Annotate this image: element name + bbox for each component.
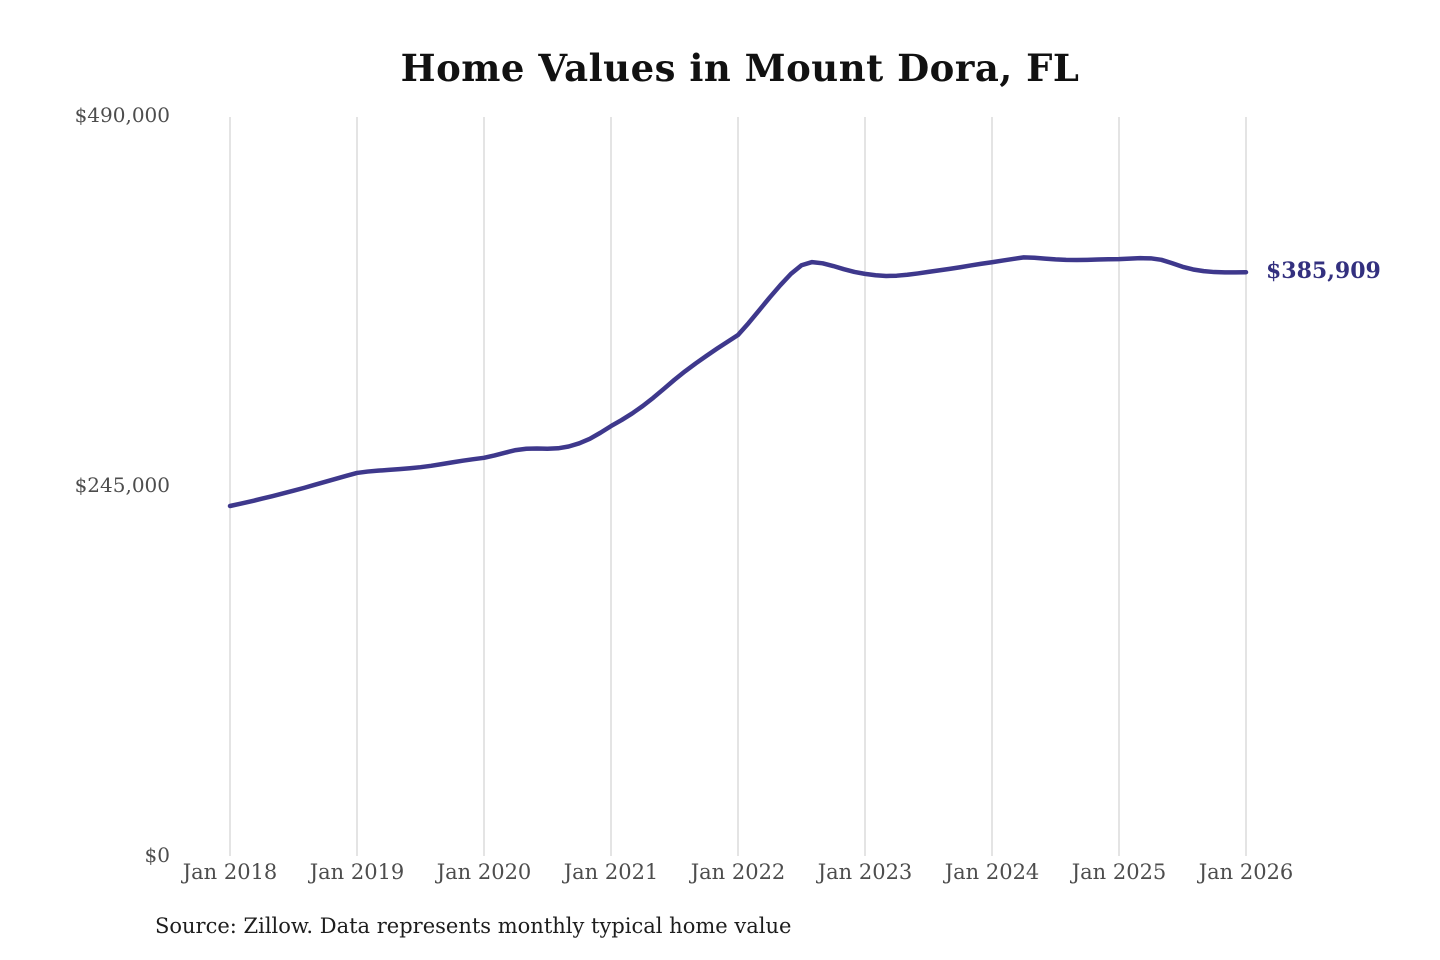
- source-attribution-note: Source: Zillow. Data represents monthly …: [155, 914, 792, 938]
- x-axis-tick-label: Jan 2022: [690, 860, 786, 884]
- y-axis-tick-label: $245,000: [74, 473, 170, 497]
- x-axis-tick-label: Jan 2018: [182, 860, 278, 884]
- x-axis-tick-label: Jan 2019: [309, 860, 405, 884]
- home-value-line-series: [227, 255, 1249, 509]
- x-axis-tick-label: Jan 2026: [1198, 860, 1294, 884]
- x-axis-tick-label: Jan 2021: [563, 860, 659, 884]
- x-axis-tick-label: Jan 2025: [1071, 860, 1167, 884]
- series-end-value-label: $385,909: [1266, 258, 1381, 285]
- x-axis-tick-label: Jan 2023: [817, 860, 913, 884]
- x-axis-tick-label: Jan 2024: [944, 860, 1040, 884]
- y-axis-tick-label: $490,000: [74, 103, 170, 127]
- y-axis-tick-label: $0: [144, 843, 170, 867]
- chart-title: Home Values in Mount Dora, FL: [400, 46, 1080, 90]
- x-axis-tick-label: Jan 2020: [436, 860, 532, 884]
